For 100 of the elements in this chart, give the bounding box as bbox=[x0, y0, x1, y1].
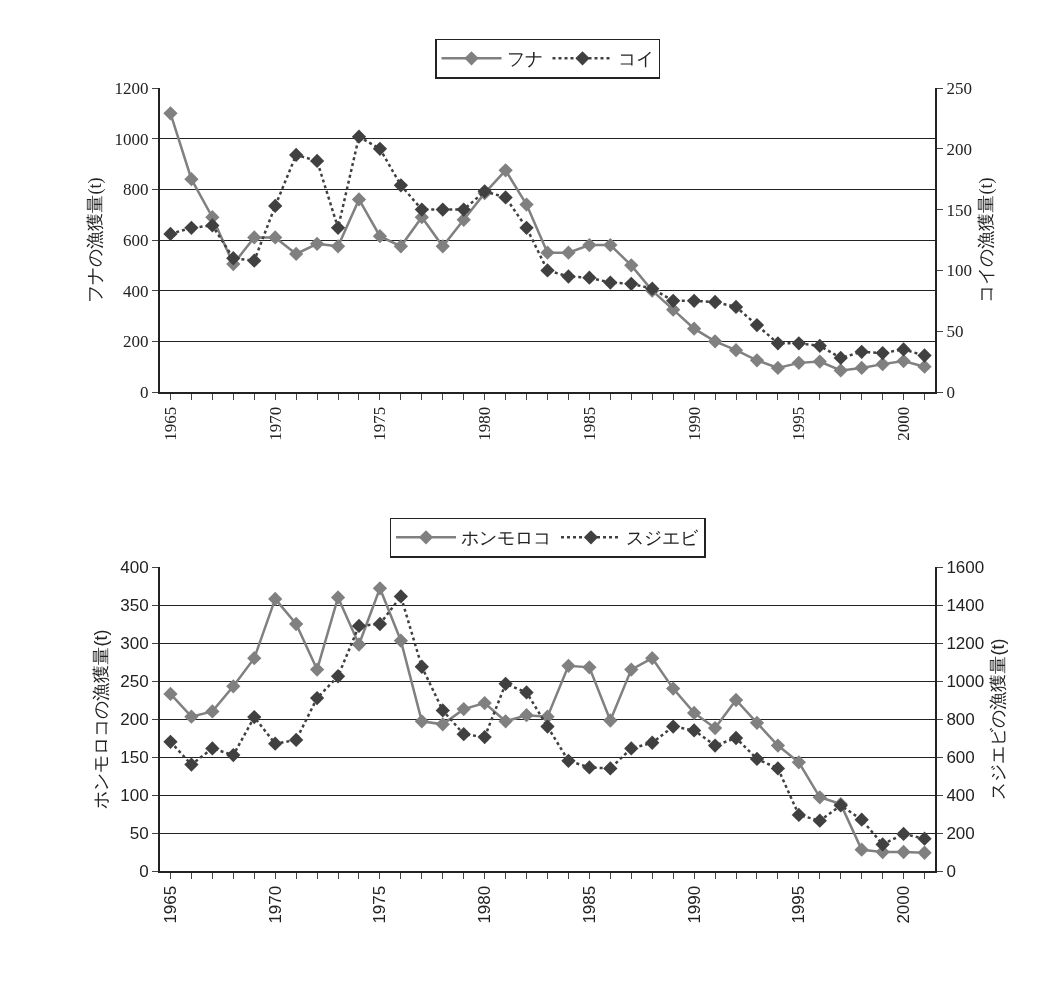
point bbox=[289, 616, 304, 632]
point bbox=[707, 720, 723, 736]
point bbox=[770, 336, 786, 351]
point bbox=[582, 270, 597, 285]
y-tick-label: 100 bbox=[120, 785, 149, 805]
point bbox=[540, 245, 555, 260]
point bbox=[603, 761, 618, 776]
point bbox=[247, 253, 262, 268]
legend-label: スジエビ bbox=[626, 528, 699, 549]
point bbox=[289, 147, 304, 163]
point bbox=[582, 760, 597, 775]
point bbox=[289, 246, 304, 262]
point bbox=[624, 276, 639, 291]
x-tick-label: 1990 bbox=[684, 406, 704, 441]
point bbox=[728, 343, 744, 358]
x-tick-label: 1970 bbox=[265, 885, 285, 924]
point bbox=[309, 153, 325, 169]
point bbox=[330, 220, 346, 235]
y-tick-label: 1200 bbox=[114, 78, 149, 98]
legend-label: フナ bbox=[506, 49, 543, 70]
point bbox=[435, 717, 450, 732]
point bbox=[812, 790, 827, 805]
x-tick-label: 1995 bbox=[789, 406, 809, 441]
point bbox=[896, 844, 911, 860]
point bbox=[624, 741, 639, 756]
point bbox=[896, 826, 911, 842]
point bbox=[561, 269, 576, 284]
x-tick-label: 1985 bbox=[579, 885, 599, 924]
point bbox=[351, 129, 367, 144]
point bbox=[728, 730, 744, 746]
y-tick-label: 800 bbox=[123, 180, 149, 200]
point bbox=[456, 202, 471, 217]
point bbox=[205, 741, 220, 756]
x-tick-label: 2000 bbox=[894, 406, 914, 441]
y-axis-title: ホンモロコの漁獲量(t) bbox=[90, 629, 111, 809]
x-tick-label: 1975 bbox=[370, 885, 390, 924]
point bbox=[226, 679, 241, 694]
y2-tick-label: 0 bbox=[946, 861, 956, 881]
x-tick-label: 1980 bbox=[475, 406, 495, 441]
point bbox=[917, 348, 932, 363]
x-tick-label: 1965 bbox=[160, 406, 180, 441]
point bbox=[498, 714, 513, 729]
point bbox=[749, 751, 765, 767]
point bbox=[770, 738, 786, 753]
point bbox=[414, 714, 429, 729]
point bbox=[624, 258, 639, 273]
point bbox=[477, 695, 492, 711]
point bbox=[749, 715, 765, 730]
point bbox=[666, 681, 681, 696]
y-tick-label: 200 bbox=[123, 332, 149, 352]
point bbox=[372, 141, 388, 156]
y2-tick-label: 150 bbox=[946, 200, 972, 220]
point bbox=[456, 701, 471, 717]
y-axis-title: フナの漁獲量(t) bbox=[85, 177, 107, 303]
y-tick-label: 350 bbox=[120, 595, 149, 615]
point bbox=[184, 757, 199, 772]
point bbox=[540, 263, 555, 278]
point bbox=[854, 360, 869, 376]
point bbox=[896, 342, 911, 357]
point bbox=[435, 703, 450, 718]
y-tick-label: 250 bbox=[120, 671, 149, 691]
point bbox=[309, 662, 325, 677]
point bbox=[351, 618, 367, 634]
point bbox=[372, 581, 388, 596]
point bbox=[749, 317, 765, 333]
point bbox=[184, 172, 199, 187]
point bbox=[561, 753, 576, 768]
x-tick-label: 1970 bbox=[265, 406, 285, 441]
point bbox=[498, 676, 513, 691]
point bbox=[372, 229, 388, 244]
y-tick-label: 300 bbox=[120, 633, 149, 653]
y2-tick-label: 50 bbox=[946, 322, 964, 342]
point bbox=[414, 659, 429, 674]
point bbox=[435, 239, 450, 254]
y-tick-label: 200 bbox=[120, 709, 149, 729]
point bbox=[226, 747, 241, 763]
y2-tick-label: 100 bbox=[946, 261, 972, 281]
point bbox=[184, 709, 199, 724]
point bbox=[603, 713, 618, 728]
point bbox=[707, 334, 723, 349]
point bbox=[875, 837, 890, 852]
x-tick-label: 1985 bbox=[579, 406, 599, 441]
x-tick-label: 1975 bbox=[370, 406, 390, 441]
point bbox=[561, 658, 576, 673]
x-tick-label: 1980 bbox=[475, 885, 495, 924]
y-tick-label: 1000 bbox=[114, 129, 149, 149]
point bbox=[163, 106, 178, 121]
point bbox=[707, 294, 723, 310]
point bbox=[666, 293, 681, 308]
point bbox=[205, 218, 220, 233]
point bbox=[686, 705, 702, 721]
point bbox=[268, 736, 283, 751]
point bbox=[812, 813, 827, 828]
y2-tick-label: 800 bbox=[946, 709, 975, 729]
point bbox=[812, 338, 827, 353]
point bbox=[247, 709, 262, 725]
point bbox=[289, 732, 304, 748]
point bbox=[247, 651, 262, 666]
point bbox=[728, 692, 744, 708]
y2-tick-label: 400 bbox=[946, 785, 975, 805]
